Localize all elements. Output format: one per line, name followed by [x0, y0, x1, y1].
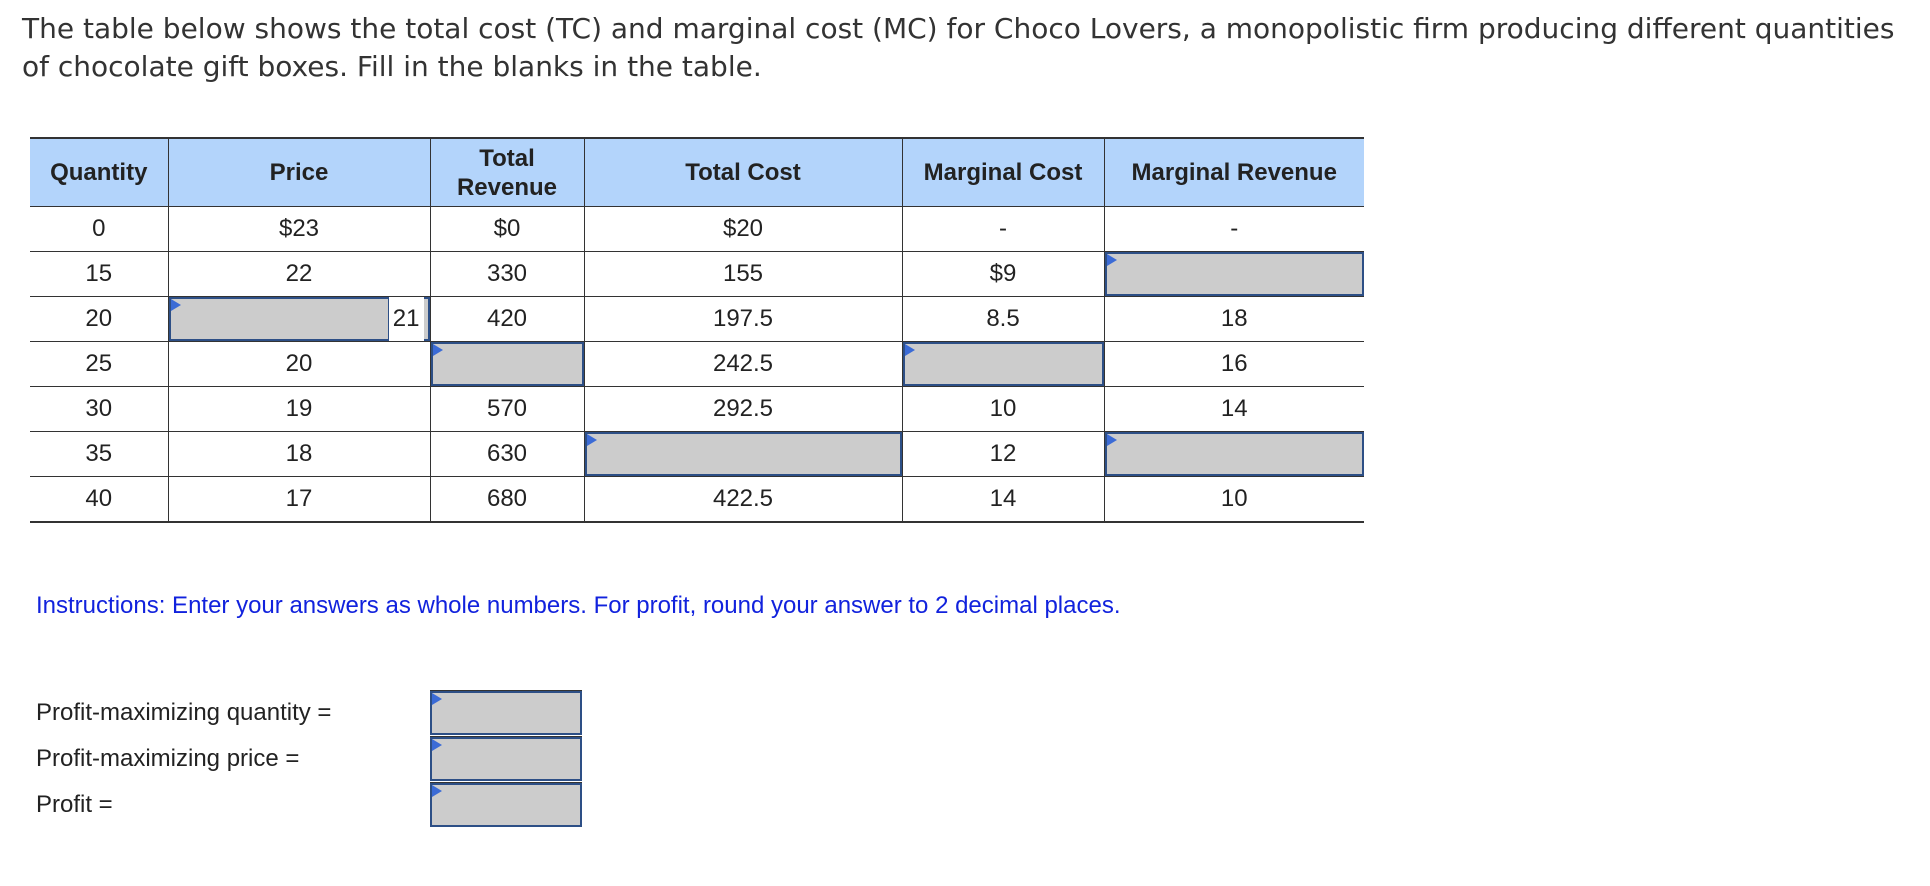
cell-price: 18	[167, 431, 431, 477]
cell-marginal-cost: 8.5	[901, 296, 1105, 342]
price-input-value: 21	[387, 297, 424, 341]
cell-quantity: 25	[30, 341, 169, 387]
instructions-text: Instructions: Enter your answers as whol…	[36, 592, 1121, 619]
input-marker-icon	[1106, 254, 1117, 266]
input-marker-icon	[904, 344, 915, 356]
header-quantity: Quantity	[30, 137, 169, 207]
header-marginal-cost: Marginal Cost	[901, 137, 1105, 207]
table-row: 25 20 242.5 16	[30, 341, 1364, 387]
table-row: 15 22 330 155 $9	[30, 251, 1364, 297]
cost-revenue-table: Quantity Price Total Revenue Total Cost …	[30, 137, 1364, 523]
cell-total-cost: 197.5	[583, 296, 903, 342]
cell-marginal-revenue: 18	[1103, 296, 1364, 342]
profit-max-quantity-input[interactable]	[430, 690, 582, 735]
header-total-revenue: Total Revenue	[429, 137, 585, 207]
input-marker-icon	[432, 739, 442, 751]
cell-price: $23	[167, 206, 431, 252]
marginal-cost-input-25[interactable]	[901, 341, 1105, 387]
cell-marginal-cost: 12	[901, 431, 1105, 477]
cell-total-cost: $20	[583, 206, 903, 252]
table-row: 40 17 680 422.5 14 10	[30, 476, 1364, 523]
marginal-revenue-input-15[interactable]	[1103, 251, 1364, 297]
cell-total-cost: 292.5	[583, 386, 903, 432]
question-text: The table below shows the total cost (TC…	[22, 12, 1895, 83]
profit-max-quantity-label: Profit-maximizing quantity =	[36, 699, 332, 726]
cell-total-revenue: 330	[429, 251, 585, 297]
cell-quantity: 35	[30, 431, 169, 477]
cell-total-cost: 422.5	[583, 476, 903, 523]
profit-max-price-input[interactable]	[430, 736, 582, 781]
input-marker-icon	[432, 344, 443, 356]
table-row: 30 19 570 292.5 10 14	[30, 386, 1364, 432]
total-cost-input-35[interactable]	[583, 431, 903, 477]
profit-label: Profit =	[36, 791, 113, 818]
table-row: 35 18 630 12	[30, 431, 1364, 477]
cell-quantity: 40	[30, 476, 169, 523]
cell-total-revenue: 680	[429, 476, 585, 523]
cell-quantity: 20	[30, 296, 169, 342]
cell-price: 19	[167, 386, 431, 432]
cell-total-revenue: 570	[429, 386, 585, 432]
cell-price: 17	[167, 476, 431, 523]
cell-marginal-cost: $9	[901, 251, 1105, 297]
cell-marginal-revenue: 16	[1103, 341, 1364, 387]
input-marker-icon	[432, 785, 442, 797]
cell-quantity: 0	[30, 206, 169, 252]
total-revenue-input-25[interactable]	[429, 341, 585, 387]
table-row: 0 $23 $0 $20 - -	[30, 206, 1364, 252]
cell-total-revenue: $0	[429, 206, 585, 252]
profit-input[interactable]	[430, 782, 582, 827]
cell-total-cost: 242.5	[583, 341, 903, 387]
cell-total-revenue: 420	[429, 296, 585, 342]
cell-marginal-revenue: 10	[1103, 476, 1364, 523]
header-total-revenue-line2: Revenue	[456, 173, 558, 201]
header-price: Price	[167, 137, 431, 207]
cell-marginal-cost: 10	[901, 386, 1105, 432]
input-marker-icon	[586, 434, 597, 446]
profit-max-price-label: Profit-maximizing price =	[36, 745, 300, 772]
cell-price: 20	[167, 341, 431, 387]
header-total-cost: Total Cost	[583, 137, 903, 207]
table-row: 20 21 420 197.5 8.5 18	[30, 296, 1364, 342]
marginal-revenue-input-35[interactable]	[1103, 431, 1364, 477]
header-marginal-revenue: Marginal Revenue	[1103, 137, 1364, 207]
input-marker-icon	[1106, 434, 1117, 446]
cell-total-cost: 155	[583, 251, 903, 297]
cell-price: 22	[167, 251, 431, 297]
cell-quantity: 30	[30, 386, 169, 432]
input-marker-icon	[432, 693, 442, 705]
cell-marginal-revenue: 14	[1103, 386, 1364, 432]
cell-quantity: 15	[30, 251, 169, 297]
price-input-20[interactable]: 21	[167, 296, 431, 342]
cell-total-revenue: 630	[429, 431, 585, 477]
input-marker-icon	[170, 299, 181, 311]
cell-marginal-cost: -	[901, 206, 1105, 252]
cell-marginal-revenue: -	[1103, 206, 1364, 252]
cell-marginal-cost: 14	[901, 476, 1105, 523]
header-total-revenue-line1: Total	[479, 144, 535, 172]
table-header-row: Quantity Price Total Revenue Total Cost …	[30, 137, 1364, 207]
